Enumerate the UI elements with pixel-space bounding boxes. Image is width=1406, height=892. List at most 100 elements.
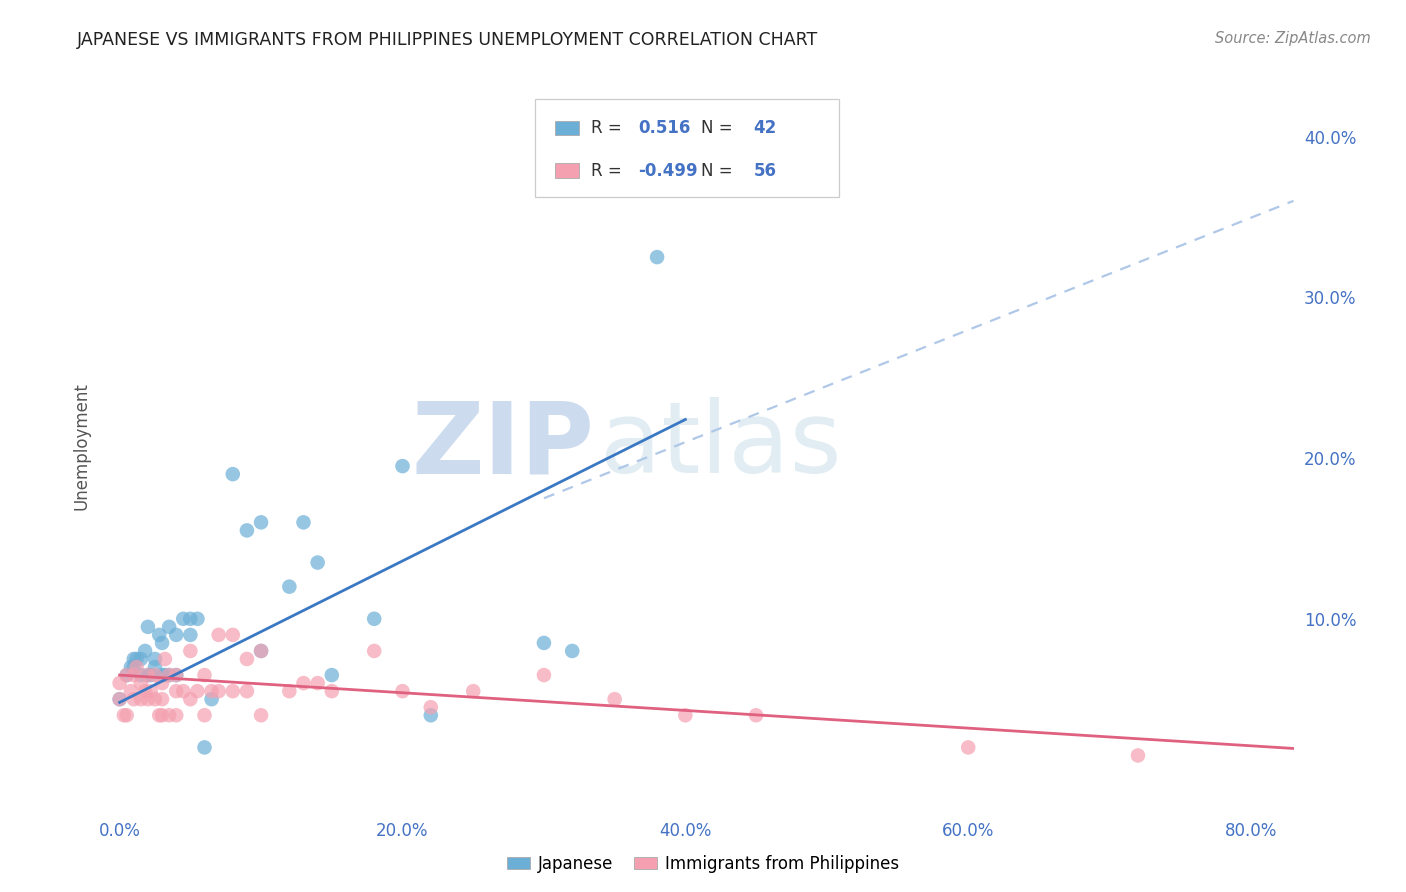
Point <box>129 692 152 706</box>
Point <box>122 668 145 682</box>
Point <box>236 524 259 538</box>
Point <box>122 652 145 666</box>
Point <box>143 652 166 666</box>
Point <box>561 644 583 658</box>
Point <box>419 708 441 723</box>
Point <box>115 668 138 682</box>
Point <box>136 620 159 634</box>
Point <box>1126 748 1149 763</box>
FancyBboxPatch shape <box>534 99 839 197</box>
Point <box>143 668 166 682</box>
Point <box>172 684 194 698</box>
Point <box>292 676 315 690</box>
Point <box>391 684 413 698</box>
Point <box>157 668 180 682</box>
Point <box>108 676 131 690</box>
Point <box>148 708 170 723</box>
Point <box>115 668 138 682</box>
Text: 56: 56 <box>754 161 776 180</box>
Point <box>150 636 173 650</box>
Point <box>153 652 176 666</box>
Point <box>150 668 173 682</box>
Point <box>129 652 152 666</box>
Text: N =: N = <box>700 161 733 180</box>
Point <box>193 708 215 723</box>
Point <box>321 668 343 682</box>
Point <box>136 692 159 706</box>
Text: R =: R = <box>591 119 621 136</box>
Point <box>134 684 156 698</box>
Legend: Japanese, Immigrants from Philippines: Japanese, Immigrants from Philippines <box>501 848 905 880</box>
Point <box>250 708 273 723</box>
Point <box>222 467 245 482</box>
Point <box>200 692 222 706</box>
Point <box>250 644 273 658</box>
Point <box>120 684 142 698</box>
Point <box>222 628 245 642</box>
Point <box>134 644 156 658</box>
Point <box>363 644 385 658</box>
Point <box>307 556 329 570</box>
Text: 42: 42 <box>754 119 776 136</box>
Point <box>148 628 170 642</box>
FancyBboxPatch shape <box>555 120 579 136</box>
Point <box>157 668 180 682</box>
Point <box>363 612 385 626</box>
Point <box>278 580 301 594</box>
Text: N =: N = <box>700 119 733 136</box>
Point <box>236 652 259 666</box>
Point <box>172 612 194 626</box>
Point <box>157 620 180 634</box>
Point <box>208 628 231 642</box>
Point <box>165 668 187 682</box>
Point <box>153 668 176 682</box>
Point <box>533 668 555 682</box>
Point <box>463 684 485 698</box>
Point <box>179 692 201 706</box>
Point <box>179 612 201 626</box>
FancyBboxPatch shape <box>555 163 579 178</box>
Point <box>236 684 259 698</box>
Point <box>120 660 142 674</box>
Point <box>150 676 173 690</box>
Text: R =: R = <box>591 161 621 180</box>
Point <box>193 740 215 755</box>
Point <box>193 668 215 682</box>
Point <box>179 628 201 642</box>
Point <box>150 692 173 706</box>
Point <box>143 660 166 674</box>
Point <box>321 684 343 698</box>
Point <box>278 684 301 698</box>
Text: 0.516: 0.516 <box>638 119 690 136</box>
Point <box>391 459 413 474</box>
Point <box>603 692 626 706</box>
Point <box>129 676 152 690</box>
Point <box>108 692 131 706</box>
Point <box>150 708 173 723</box>
Point <box>645 250 668 264</box>
Point <box>139 684 162 698</box>
Point <box>200 684 222 698</box>
Point <box>165 628 187 642</box>
Point <box>222 684 245 698</box>
Point <box>139 668 162 682</box>
Y-axis label: Unemployment: Unemployment <box>72 382 90 510</box>
Point <box>307 676 329 690</box>
Point <box>157 708 180 723</box>
Point <box>125 660 148 674</box>
Point <box>112 708 135 723</box>
Point <box>129 668 152 682</box>
Point <box>186 612 208 626</box>
Point <box>745 708 768 723</box>
Point <box>165 708 187 723</box>
Point <box>136 668 159 682</box>
Point <box>143 692 166 706</box>
Point <box>122 660 145 674</box>
Point <box>179 644 201 658</box>
Point <box>533 636 555 650</box>
Text: atlas: atlas <box>600 398 842 494</box>
Point <box>673 708 696 723</box>
Text: ZIP: ZIP <box>412 398 595 494</box>
Text: JAPANESE VS IMMIGRANTS FROM PHILIPPINES UNEMPLOYMENT CORRELATION CHART: JAPANESE VS IMMIGRANTS FROM PHILIPPINES … <box>77 31 818 49</box>
Point <box>957 740 980 755</box>
